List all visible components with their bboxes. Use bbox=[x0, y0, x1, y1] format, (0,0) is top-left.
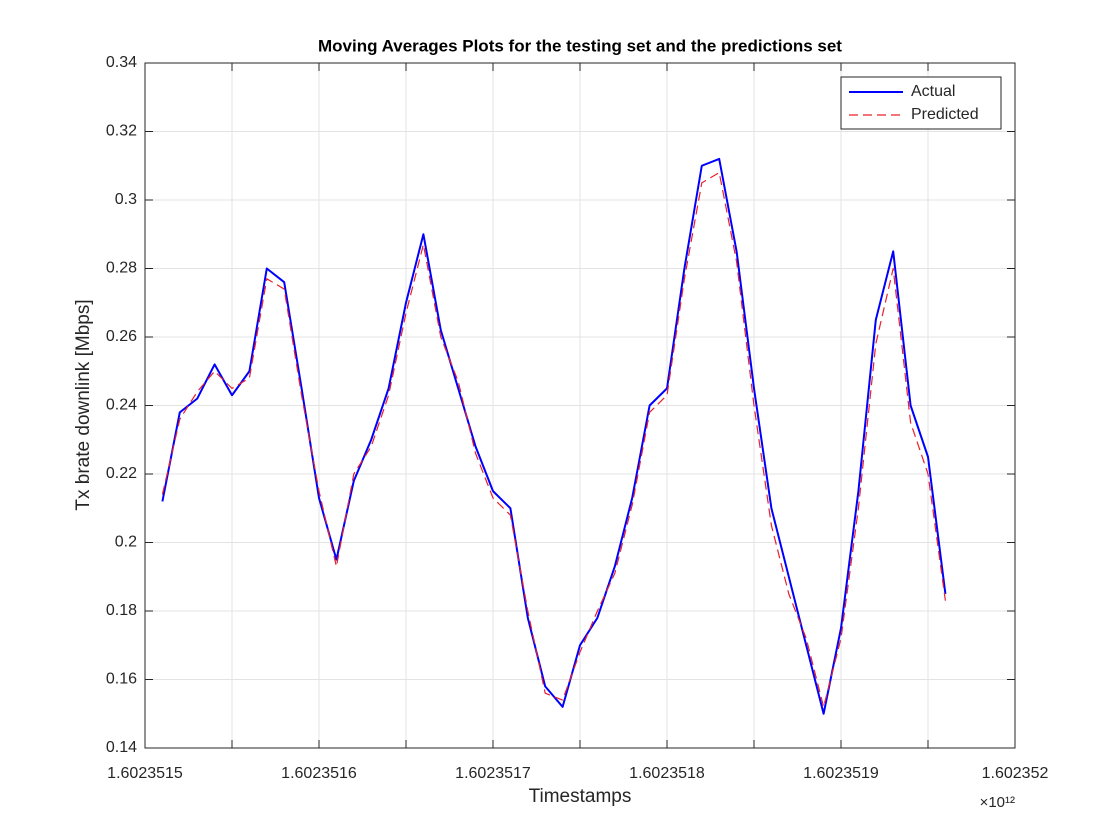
x-tick-label: 1.6023518 bbox=[629, 765, 705, 782]
y-tick-label: 0.32 bbox=[106, 123, 137, 140]
series-line bbox=[161, 172, 946, 708]
series-line bbox=[161, 157, 947, 715]
y-tick-label: 0.22 bbox=[106, 465, 137, 482]
legend-box bbox=[840, 76, 1002, 130]
y-tick-label: 0.34 bbox=[106, 54, 137, 71]
chart-title: Moving Averages Plots for the testing se… bbox=[318, 36, 842, 55]
y-tick-label: 0.18 bbox=[106, 602, 137, 619]
y-tick-label: 0.14 bbox=[106, 739, 137, 756]
y-tick-label: 0.16 bbox=[106, 671, 137, 688]
y-tick-label: 0.26 bbox=[106, 328, 137, 345]
x-tick-label: 1.602352 bbox=[982, 765, 1049, 782]
x-exponent: ×10¹² bbox=[980, 794, 1015, 811]
x-axis-label: Timestamps bbox=[529, 786, 632, 807]
y-axis-label: Tx brate downlink [Mbps] bbox=[73, 299, 94, 510]
x-tick-label: 1.6023516 bbox=[281, 765, 357, 782]
x-tick-label: 1.6023517 bbox=[455, 765, 531, 782]
legend-label: Actual bbox=[911, 83, 955, 100]
y-tick-label: 0.2 bbox=[115, 534, 137, 551]
y-tick-label: 0.24 bbox=[106, 397, 137, 414]
x-tick-label: 1.6023515 bbox=[107, 765, 183, 782]
legend-label: Predicted bbox=[911, 106, 979, 123]
x-tick-label: 1.6023519 bbox=[803, 765, 879, 782]
y-tick-label: 0.3 bbox=[115, 191, 137, 208]
y-tick-label: 0.28 bbox=[106, 260, 137, 277]
